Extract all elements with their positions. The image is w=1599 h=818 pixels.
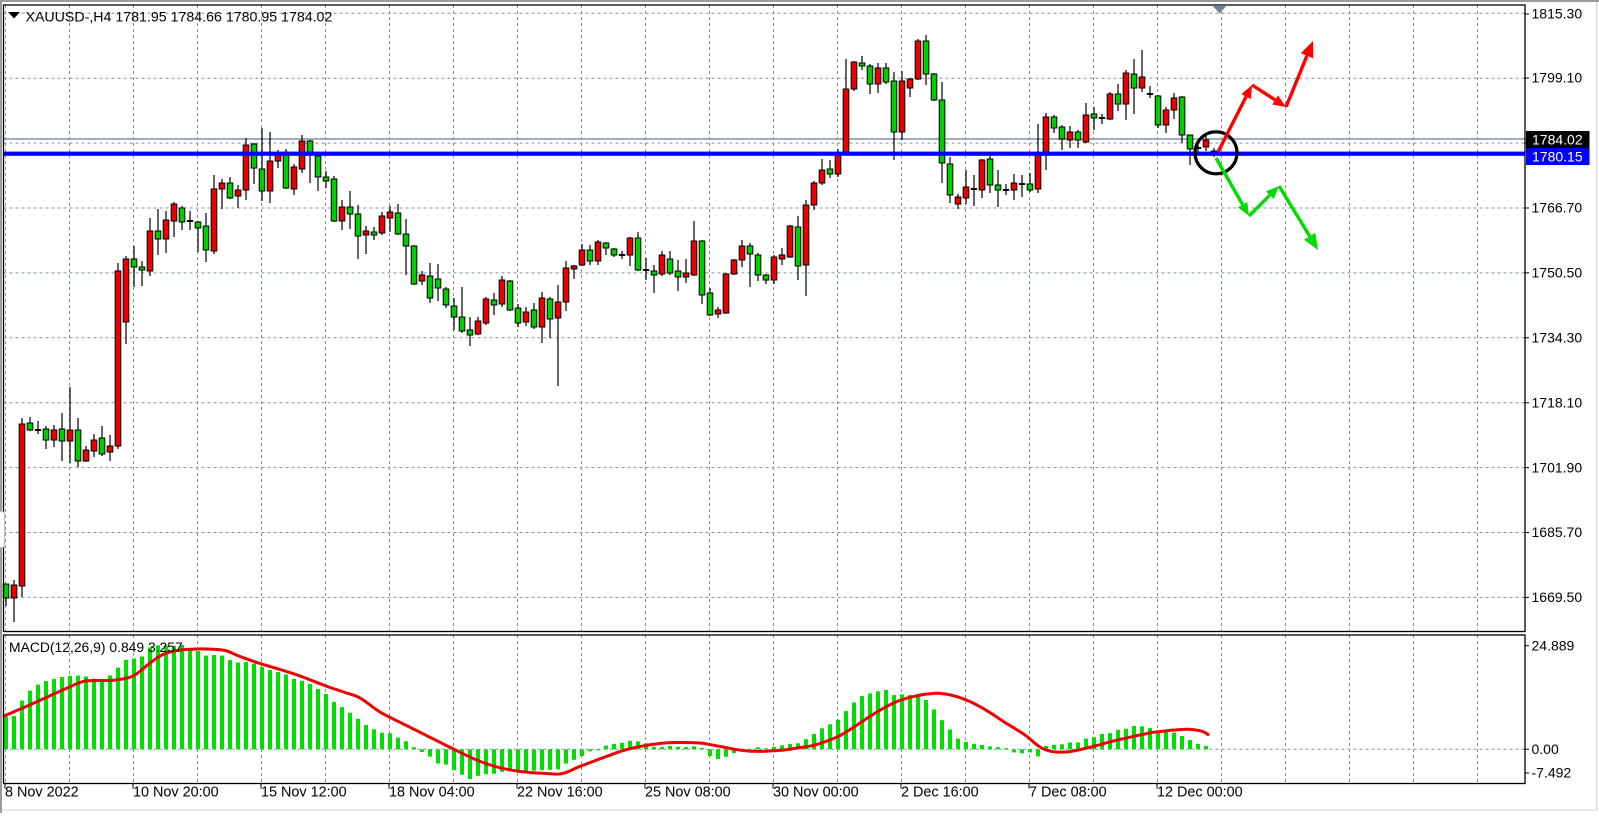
svg-text:30 Nov 00:00: 30 Nov 00:00 [773, 785, 859, 801]
svg-text:24.889: 24.889 [1532, 638, 1575, 654]
svg-text:1799.10: 1799.10 [1532, 70, 1583, 86]
svg-text:1750.50: 1750.50 [1532, 265, 1583, 281]
svg-text:8 Nov 2022: 8 Nov 2022 [5, 785, 79, 801]
svg-text:1784.02: 1784.02 [1532, 131, 1583, 147]
svg-text:1669.50: 1669.50 [1532, 589, 1583, 605]
svg-text:MACD(12,26,9) 0.849 3.257: MACD(12,26,9) 0.849 3.257 [9, 639, 183, 655]
svg-text:1701.90: 1701.90 [1532, 459, 1583, 475]
svg-text:0.00: 0.00 [1532, 741, 1559, 757]
svg-text:1766.70: 1766.70 [1532, 200, 1583, 216]
svg-text:22 Nov 16:00: 22 Nov 16:00 [517, 785, 603, 801]
svg-text:-7.492: -7.492 [1532, 765, 1572, 781]
svg-text:25 Nov 08:00: 25 Nov 08:00 [645, 785, 731, 801]
svg-text:XAUUSD-,H4 1781.95 1784.66 17: XAUUSD-,H4 1781.95 1784.66 1780.95 1784.… [26, 10, 333, 26]
svg-text:1718.10: 1718.10 [1532, 394, 1583, 410]
svg-text:15 Nov 12:00: 15 Nov 12:00 [261, 785, 347, 801]
svg-text:1815.30: 1815.30 [1532, 6, 1583, 22]
svg-text:1734.30: 1734.30 [1532, 330, 1583, 346]
svg-text:1685.70: 1685.70 [1532, 524, 1583, 540]
svg-text:7 Dec 08:00: 7 Dec 08:00 [1029, 785, 1107, 801]
svg-text:2 Dec 16:00: 2 Dec 16:00 [901, 785, 979, 801]
svg-text:18 Nov 04:00: 18 Nov 04:00 [389, 785, 475, 801]
svg-text:1780.15: 1780.15 [1532, 148, 1583, 164]
svg-text:10 Nov 20:00: 10 Nov 20:00 [133, 785, 219, 801]
svg-text:12 Dec 00:00: 12 Dec 00:00 [1157, 785, 1243, 801]
